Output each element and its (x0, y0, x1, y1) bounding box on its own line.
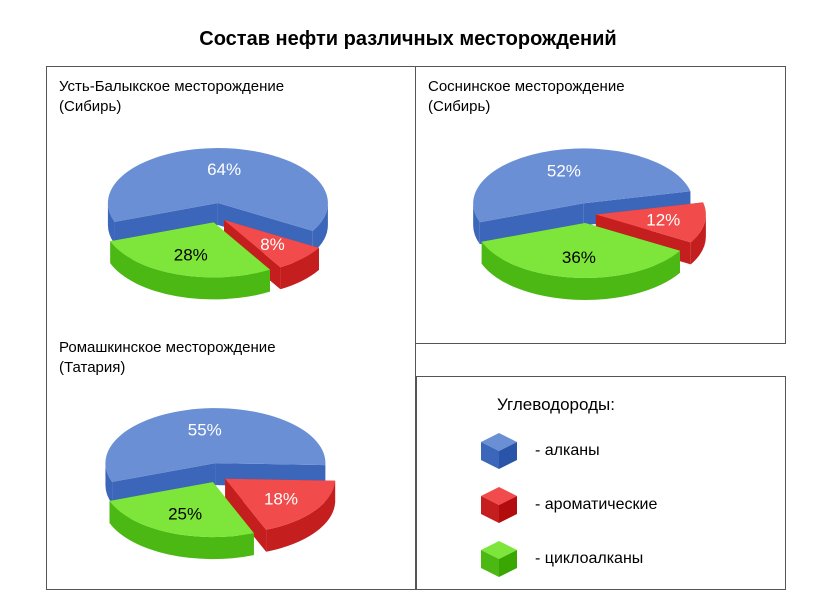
chart-title-line2: (Сибирь) (59, 98, 121, 115)
pie-slice-label: 12% (646, 210, 680, 229)
legend-heading: Углеводороды: (497, 395, 761, 415)
right-top-panel: Соснинское месторождение (Сибирь) 52% 12%… (416, 66, 786, 344)
pie-wrap-ust: 64% 8% 28% (47, 118, 415, 328)
chart-title-rom: Ромашкинское месторождение (Татария) (47, 328, 415, 379)
legend-cube-icon (477, 485, 521, 525)
legend-cube-icon (477, 539, 521, 579)
legend-item: - ароматические (477, 485, 761, 525)
legend-item-label: - алканы (535, 442, 600, 460)
pie-slice-label: 25% (168, 504, 202, 523)
chart-title-line1: Соснинское месторождение (428, 78, 625, 95)
pie-slice-label: 36% (562, 247, 596, 266)
chart-panel-rom: Ромашкинское месторождение (Татария) 55%… (47, 328, 415, 589)
pie-slice-label: 55% (188, 420, 222, 439)
chart-title-line2: (Сибирь) (428, 98, 490, 115)
pie-slice-label: 64% (207, 160, 241, 179)
pie-wrap-sos: 52% 12% 36% (416, 118, 785, 328)
legend-item-label: - ароматические (535, 496, 657, 514)
pie-slice-label: 8% (260, 235, 285, 254)
pie-chart: 52% 12% 36% (416, 118, 776, 328)
chart-panel-ust: Усть-Балыкское месторождение (Сибирь) 64… (47, 67, 415, 328)
legend-item: - алканы (477, 431, 761, 471)
legend-cube-icon (477, 431, 521, 471)
legend-item-label: - циклоалканы (535, 550, 643, 568)
page-title: Состав нефти различных месторождений (0, 0, 816, 61)
pie-wrap-rom: 55% 18% 25% (47, 378, 415, 588)
chart-title-ust: Усть-Балыкское месторождение (Сибирь) (47, 67, 415, 118)
pie-slice-label: 52% (547, 161, 581, 180)
legend-panel: Углеводороды: - алканы - ароматические - ц… (416, 376, 786, 590)
chart-panel-sos: Соснинское месторождение (Сибирь) 52% 12%… (416, 67, 785, 328)
chart-title-line1: Ромашкинское месторождение (59, 339, 276, 356)
chart-title-sos: Соснинское месторождение (Сибирь) (416, 67, 785, 118)
pie-slice-label: 28% (174, 245, 208, 264)
chart-title-line1: Усть-Балыкское месторождение (59, 78, 284, 95)
chart-title-line2: (Татария) (59, 359, 125, 376)
pie-chart: 64% 8% 28% (47, 118, 407, 328)
legend-item: - циклоалканы (477, 539, 761, 579)
pie-chart: 55% 18% 25% (47, 378, 407, 588)
left-column: Усть-Балыкское месторождение (Сибирь) 64… (46, 66, 416, 590)
pie-slice-label: 18% (264, 489, 298, 508)
